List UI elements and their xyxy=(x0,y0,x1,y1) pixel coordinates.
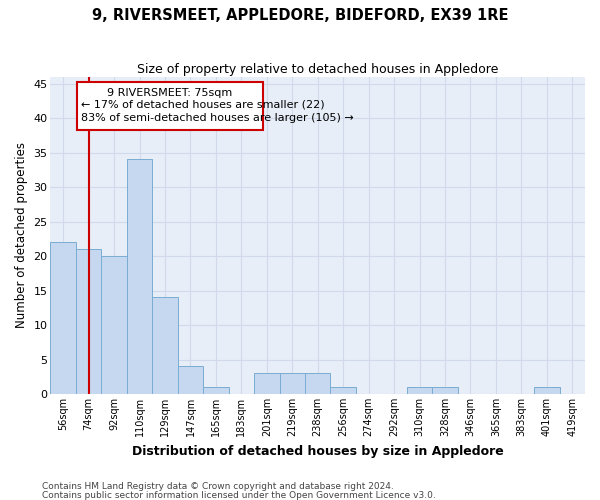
Text: Contains public sector information licensed under the Open Government Licence v3: Contains public sector information licen… xyxy=(42,490,436,500)
Text: 9 RIVERSMEET: 75sqm: 9 RIVERSMEET: 75sqm xyxy=(107,88,233,98)
Bar xyxy=(203,387,229,394)
Bar xyxy=(534,387,560,394)
Bar xyxy=(178,366,203,394)
Text: Contains HM Land Registry data © Crown copyright and database right 2024.: Contains HM Land Registry data © Crown c… xyxy=(42,482,394,491)
Text: 9, RIVERSMEET, APPLEDORE, BIDEFORD, EX39 1RE: 9, RIVERSMEET, APPLEDORE, BIDEFORD, EX39… xyxy=(92,8,508,22)
Bar xyxy=(152,298,178,394)
Title: Size of property relative to detached houses in Appledore: Size of property relative to detached ho… xyxy=(137,62,499,76)
Bar xyxy=(254,374,280,394)
Bar xyxy=(127,160,152,394)
Bar xyxy=(432,387,458,394)
Text: ← 17% of detached houses are smaller (22): ← 17% of detached houses are smaller (22… xyxy=(81,100,325,110)
Text: 83% of semi-detached houses are larger (105) →: 83% of semi-detached houses are larger (… xyxy=(81,112,354,122)
Y-axis label: Number of detached properties: Number of detached properties xyxy=(15,142,28,328)
Bar xyxy=(331,387,356,394)
Bar xyxy=(101,256,127,394)
Bar xyxy=(76,249,101,394)
Bar xyxy=(305,374,331,394)
X-axis label: Distribution of detached houses by size in Appledore: Distribution of detached houses by size … xyxy=(132,444,503,458)
Bar xyxy=(407,387,432,394)
Bar xyxy=(77,82,263,130)
Bar xyxy=(50,242,76,394)
Bar xyxy=(280,374,305,394)
